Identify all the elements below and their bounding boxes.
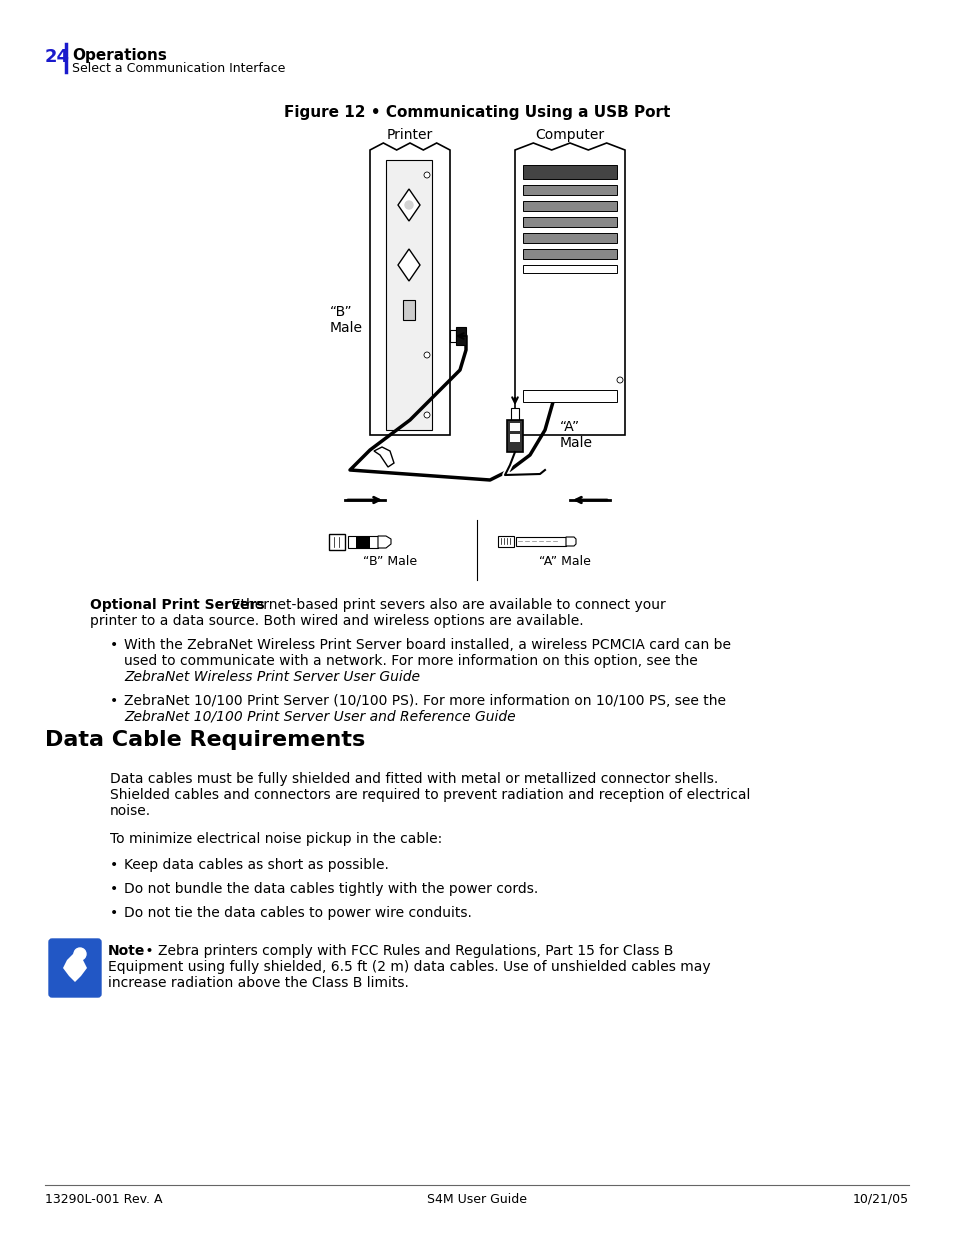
- Text: 13290L-001 Rev. A: 13290L-001 Rev. A: [45, 1193, 162, 1207]
- Polygon shape: [397, 249, 419, 282]
- Text: Equipment using fully shielded, 6.5 ft (2 m) data cables. Use of unshielded cabl: Equipment using fully shielded, 6.5 ft (…: [108, 960, 710, 974]
- Text: Printer: Printer: [387, 128, 433, 142]
- Circle shape: [423, 352, 430, 358]
- Text: Keep data cables as short as possible.: Keep data cables as short as possible.: [124, 858, 389, 872]
- Circle shape: [74, 948, 86, 960]
- FancyBboxPatch shape: [522, 390, 617, 403]
- FancyBboxPatch shape: [511, 408, 518, 420]
- Polygon shape: [515, 143, 624, 435]
- Text: 24: 24: [45, 48, 70, 65]
- Text: increase radiation above the Class B limits.: increase radiation above the Class B lim…: [108, 976, 409, 990]
- FancyBboxPatch shape: [516, 537, 565, 546]
- Polygon shape: [63, 952, 87, 982]
- Polygon shape: [377, 536, 391, 548]
- Text: used to communicate with a network. For more information on this option, see the: used to communicate with a network. For …: [124, 655, 697, 668]
- Text: Shielded cables and connectors are required to prevent radiation and reception o: Shielded cables and connectors are requi…: [110, 788, 750, 802]
- Text: .: .: [334, 671, 338, 684]
- Text: Note: Note: [108, 944, 145, 958]
- FancyBboxPatch shape: [522, 266, 617, 273]
- FancyBboxPatch shape: [329, 534, 345, 550]
- Polygon shape: [370, 143, 450, 435]
- Text: ZebraNet 10/100 Print Server (10/100 PS). For more information on 10/100 PS, see: ZebraNet 10/100 Print Server (10/100 PS)…: [124, 694, 725, 708]
- Circle shape: [423, 412, 430, 417]
- FancyBboxPatch shape: [386, 161, 432, 430]
- Text: “A” Male: “A” Male: [538, 555, 590, 568]
- FancyBboxPatch shape: [49, 939, 101, 997]
- Text: noise.: noise.: [110, 804, 151, 818]
- FancyBboxPatch shape: [355, 536, 370, 548]
- Circle shape: [423, 172, 430, 178]
- Text: •: •: [110, 906, 118, 920]
- Text: 10/21/05: 10/21/05: [852, 1193, 908, 1207]
- Text: •: •: [110, 638, 118, 652]
- Text: •: •: [110, 882, 118, 897]
- FancyBboxPatch shape: [522, 217, 617, 227]
- FancyBboxPatch shape: [456, 327, 465, 345]
- Text: S4M User Guide: S4M User Guide: [427, 1193, 526, 1207]
- FancyBboxPatch shape: [522, 233, 617, 243]
- Text: “A”
Male: “A” Male: [559, 420, 593, 451]
- FancyBboxPatch shape: [348, 536, 377, 548]
- Text: Data cables must be fully shielded and fitted with metal or metallized connector: Data cables must be fully shielded and f…: [110, 772, 718, 785]
- Text: With the ZebraNet Wireless Print Server board installed, a wireless PCMCIA card : With the ZebraNet Wireless Print Server …: [124, 638, 730, 652]
- Text: Figure 12 • Communicating Using a USB Port: Figure 12 • Communicating Using a USB Po…: [283, 105, 670, 120]
- Polygon shape: [565, 537, 576, 546]
- Text: Ethernet-based print severs also are available to connect your: Ethernet-based print severs also are ava…: [223, 598, 665, 613]
- Text: Operations: Operations: [71, 48, 167, 63]
- FancyBboxPatch shape: [506, 420, 522, 452]
- FancyBboxPatch shape: [402, 300, 415, 320]
- Text: .: .: [401, 710, 406, 724]
- Text: Select a Communication Interface: Select a Communication Interface: [71, 62, 285, 75]
- Text: “B”
Male: “B” Male: [330, 305, 363, 335]
- Text: Optional Print Servers: Optional Print Servers: [90, 598, 264, 613]
- FancyBboxPatch shape: [522, 249, 617, 259]
- FancyBboxPatch shape: [510, 424, 519, 431]
- Text: “B” Male: “B” Male: [362, 555, 416, 568]
- Polygon shape: [374, 447, 394, 467]
- Circle shape: [617, 377, 622, 383]
- Text: ZebraNet Wireless Print Server User Guide: ZebraNet Wireless Print Server User Guid…: [124, 671, 419, 684]
- Text: To minimize electrical noise pickup in the cable:: To minimize electrical noise pickup in t…: [110, 832, 442, 846]
- Text: • Zebra printers comply with FCC Rules and Regulations, Part 15 for Class B: • Zebra printers comply with FCC Rules a…: [141, 944, 673, 958]
- FancyBboxPatch shape: [510, 433, 519, 442]
- FancyBboxPatch shape: [450, 330, 456, 342]
- Text: ZebraNet 10/100 Print Server User and Reference Guide: ZebraNet 10/100 Print Server User and Re…: [124, 710, 515, 724]
- FancyBboxPatch shape: [522, 165, 617, 179]
- FancyBboxPatch shape: [522, 201, 617, 211]
- Text: Data Cable Requirements: Data Cable Requirements: [45, 730, 365, 750]
- Text: Computer: Computer: [535, 128, 604, 142]
- Text: Do not bundle the data cables tightly with the power cords.: Do not bundle the data cables tightly wi…: [124, 882, 537, 897]
- Text: •: •: [110, 858, 118, 872]
- Circle shape: [405, 201, 413, 209]
- FancyBboxPatch shape: [497, 536, 514, 547]
- FancyBboxPatch shape: [522, 185, 617, 195]
- Polygon shape: [397, 189, 419, 221]
- Text: •: •: [110, 694, 118, 708]
- Text: printer to a data source. Both wired and wireless options are available.: printer to a data source. Both wired and…: [90, 614, 583, 629]
- Text: Do not tie the data cables to power wire conduits.: Do not tie the data cables to power wire…: [124, 906, 472, 920]
